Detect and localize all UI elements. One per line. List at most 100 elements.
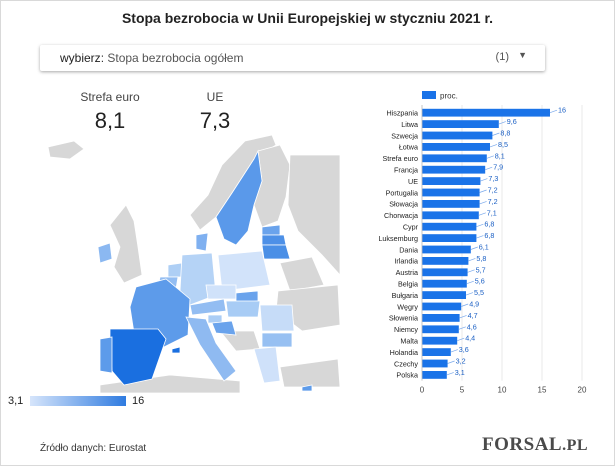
data-label: 5,7 <box>476 265 486 274</box>
data-label: 7,1 <box>487 208 497 217</box>
data-label-leader <box>458 326 466 330</box>
data-label: 7,9 <box>493 163 503 172</box>
data-label-leader <box>476 235 484 239</box>
data-label-leader <box>498 121 506 125</box>
bar <box>422 291 466 299</box>
category-label: Łotwa <box>399 143 418 152</box>
legend-label: proc. <box>440 92 458 101</box>
data-label: 8,8 <box>500 129 510 138</box>
europe-map[interactable] <box>40 135 340 393</box>
data-label-leader <box>478 212 486 216</box>
kpi-euro-area-label: Strefa euro <box>80 90 140 104</box>
data-label-leader <box>479 189 487 193</box>
category-label: Strefa euro <box>382 154 418 163</box>
category-label: Szwecja <box>391 131 418 140</box>
bar <box>422 302 462 311</box>
logo-main: FORSAL <box>482 434 563 455</box>
category-label: Bułgaria <box>392 291 418 300</box>
map-iceland <box>47 140 85 160</box>
category-label: Słowenia <box>389 314 418 323</box>
chevron-down-icon[interactable]: ▼ <box>518 50 527 60</box>
map-slovenia <box>207 314 223 324</box>
data-label-leader <box>446 372 454 376</box>
kpi-euro-area-value: 8,1 <box>94 108 126 133</box>
x-tick-label: 10 <box>498 386 507 395</box>
data-label: 7,3 <box>488 174 498 183</box>
data-label: 9,6 <box>507 117 517 126</box>
map-legend-gradient <box>30 396 126 406</box>
dropdown-selected-value: Stopa bezrobocia ogółem <box>107 51 244 65</box>
data-label-leader <box>492 132 500 136</box>
data-label: 5,8 <box>476 254 486 263</box>
bar <box>422 257 469 265</box>
bar <box>422 314 460 322</box>
page-title: Stopa bezrobocia w Unii Europejskiej w s… <box>121 10 494 26</box>
category-label: Dania <box>399 245 418 254</box>
data-label: 6,8 <box>484 231 494 240</box>
map-denmark <box>195 232 209 252</box>
map-portugal <box>99 336 113 374</box>
category-label: Chorwacja <box>384 211 418 220</box>
bar <box>422 359 448 368</box>
kpi-eu-label: UE <box>206 90 224 104</box>
dropdown-prefix: wybierz <box>60 51 101 65</box>
data-label: 4,9 <box>469 300 479 309</box>
data-label: 4,7 <box>468 311 478 320</box>
bar <box>422 200 480 208</box>
data-label: 3,2 <box>456 357 466 366</box>
indicator-dropdown[interactable]: wybierz: Stopa bezrobocia ogółem (1) ▼ <box>40 45 545 71</box>
data-label-leader <box>549 109 558 114</box>
category-label: Luksemburg <box>378 234 418 243</box>
bar <box>422 325 459 334</box>
logo-suffix: .PL <box>562 437 589 454</box>
data-label-leader <box>480 178 488 182</box>
x-tick-label: 0 <box>420 386 425 395</box>
data-label-leader <box>468 258 476 262</box>
map-sweden <box>215 149 263 246</box>
map-estonia <box>261 224 281 236</box>
map-poland <box>217 250 271 292</box>
bar <box>422 131 493 140</box>
bar <box>422 268 468 277</box>
map-latvia <box>261 234 287 246</box>
bar <box>422 165 486 174</box>
bar <box>422 371 447 379</box>
category-label: Belgia <box>398 280 418 289</box>
data-label: 5,6 <box>475 277 485 286</box>
data-label-leader <box>457 337 465 342</box>
map-norway <box>189 135 277 231</box>
bar <box>422 279 467 288</box>
map-africa <box>99 374 241 393</box>
data-label: 3,6 <box>459 345 469 354</box>
category-label: Portugalia <box>386 188 418 197</box>
bar <box>422 154 487 163</box>
source-note: Źródło danych: Eurostat <box>40 443 147 454</box>
map-hungary <box>225 300 261 318</box>
map-legend-max: 16 <box>132 395 145 407</box>
bar <box>422 177 481 185</box>
data-label-leader <box>476 223 484 228</box>
map-ireland <box>97 242 113 264</box>
map-cyprus <box>301 384 313 392</box>
data-label: 8,5 <box>498 140 508 149</box>
data-label: 16 <box>558 106 566 115</box>
category-label: Węgry <box>397 302 418 311</box>
data-label-leader <box>489 144 498 148</box>
x-tick-label: 5 <box>460 386 465 395</box>
map-turkey <box>279 358 340 388</box>
bar <box>422 108 550 117</box>
data-label: 3,1 <box>455 368 465 377</box>
data-label: 6,1 <box>479 243 489 252</box>
category-label: Irlandia <box>394 257 418 266</box>
map-balearic <box>171 346 181 354</box>
kpi-euro-area: Strefa euro 8,1 <box>70 90 150 134</box>
data-label: 4,4 <box>465 334 475 343</box>
category-label: Holandia <box>390 348 418 357</box>
category-label: Słowacja <box>389 200 418 209</box>
data-label-leader <box>486 155 494 159</box>
x-tick-label: 20 <box>578 386 587 395</box>
data-label-leader <box>461 303 469 307</box>
data-label-leader <box>465 292 474 296</box>
data-label-leader <box>450 349 458 353</box>
dropdown-label: wybierz: Stopa bezrobocia ogółem <box>60 51 244 65</box>
